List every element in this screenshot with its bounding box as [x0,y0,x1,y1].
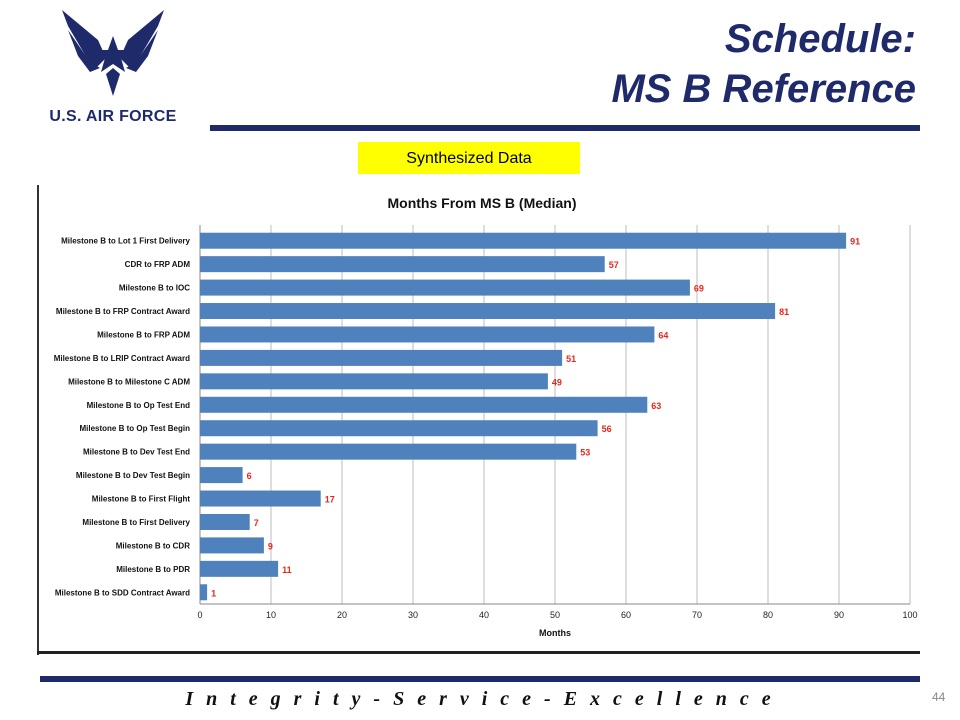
category-label: Milestone B to Milestone C ADM [68,377,190,386]
data-label: 56 [602,424,612,434]
bar [200,349,563,366]
data-label: 81 [779,307,789,317]
x-tick-label: 100 [902,610,917,620]
x-tick-label: 30 [408,610,418,620]
logo-text: U.S. AIR FORCE [49,108,177,125]
bar [200,396,648,413]
bar [200,537,264,554]
usaf-logo: U.S. AIR FORCE [38,8,188,126]
usaf-wings-icon [62,10,164,96]
x-tick-label: 0 [197,610,202,620]
footer-rule [40,676,920,682]
data-label: 9 [268,541,273,551]
bar [200,467,243,484]
bar-chart: Months From MS B (Median) 0 10 20 30 40 50 60 70… [54,195,918,638]
data-label: 57 [609,260,619,270]
bar [200,443,577,460]
category-label: Milestone B to Op Test Begin [79,424,190,433]
data-label: 91 [850,237,860,247]
bar [200,303,776,320]
category-label: Milestone B to First Delivery [82,518,190,527]
bar [200,420,598,437]
bar [200,232,847,249]
bar [200,560,279,577]
category-label: Milestone B to Op Test End [87,401,191,410]
slide-title-line1: Schedule: [724,17,916,61]
category-label: Milestone B to Dev Test Begin [76,471,190,480]
x-tick-label: 90 [834,610,844,620]
category-label: Milestone B to IOC [119,284,190,293]
data-label: 6 [247,471,252,481]
data-label: 64 [658,330,668,340]
data-label: 69 [694,284,704,294]
category-label: Milestone B to LRIP Contract Award [54,354,190,363]
data-label: 11 [282,565,292,575]
category-label: CDR to FRP ADM [125,260,191,269]
data-label: 49 [552,377,562,387]
synthesized-data-badge: Synthesized Data [358,142,580,174]
x-axis-title: Months [539,628,571,638]
x-tick-label: 10 [266,610,276,620]
bar [200,373,548,390]
header-rule [210,125,920,131]
category-label: Milestone B to FRP ADM [97,330,190,339]
bar [200,326,655,343]
category-label: Milestone B to Lot 1 First Delivery [61,237,190,246]
chart-title: Months From MS B (Median) [388,195,577,211]
chart-frame: Months From MS B (Median) 0 10 20 30 40 50 60 70… [37,185,932,655]
slide-title: Schedule: MS B Reference [611,14,916,114]
category-label: Milestone B to PDR [116,565,190,574]
x-tick-label: 20 [337,610,347,620]
chart-bottom-rule [37,651,920,654]
data-label: 1 [211,588,216,598]
bar [200,279,690,296]
category-label: Milestone B to CDR [116,541,190,550]
x-tick-label: 50 [550,610,560,620]
bar [200,490,321,507]
x-tick-label: 40 [479,610,489,620]
bar [200,513,250,530]
x-tick-label: 80 [763,610,773,620]
x-tick-label: 60 [621,610,631,620]
category-label: Milestone B to Dev Test End [83,448,190,457]
data-label: 51 [566,354,576,364]
x-tick-label: 70 [692,610,702,620]
category-label: Milestone B to SDD Contract Award [55,588,190,597]
category-label: Milestone B to FRP Contract Award [56,307,190,316]
slide-title-line2: MS B Reference [611,67,916,111]
footer-motto: I n t e g r i t y - S e r v i c e - E x … [185,688,775,710]
bar [200,584,208,601]
bar [200,256,605,273]
page-number: 44 [932,690,946,704]
data-label: 7 [254,518,259,528]
category-label: Milestone B to First Flight [92,495,191,504]
data-label: 17 [325,495,335,505]
data-label: 53 [580,448,590,458]
data-label: 63 [651,401,661,411]
